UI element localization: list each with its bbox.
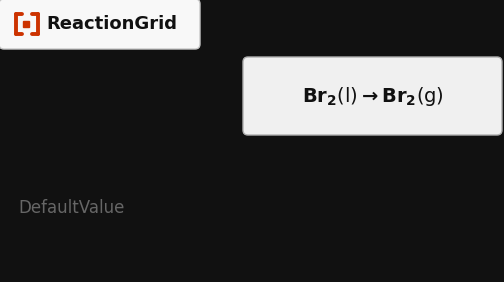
Text: ReactionGrid: ReactionGrid: [46, 15, 177, 33]
FancyBboxPatch shape: [0, 0, 200, 49]
FancyBboxPatch shape: [243, 57, 502, 135]
Text: DefaultValue: DefaultValue: [18, 199, 124, 217]
Text: $\bf{Br}_2\mathregular{(l)} \rightarrow \bf{Br}_2\mathregular{(g)}$: $\bf{Br}_2\mathregular{(l)} \rightarrow …: [301, 85, 444, 107]
